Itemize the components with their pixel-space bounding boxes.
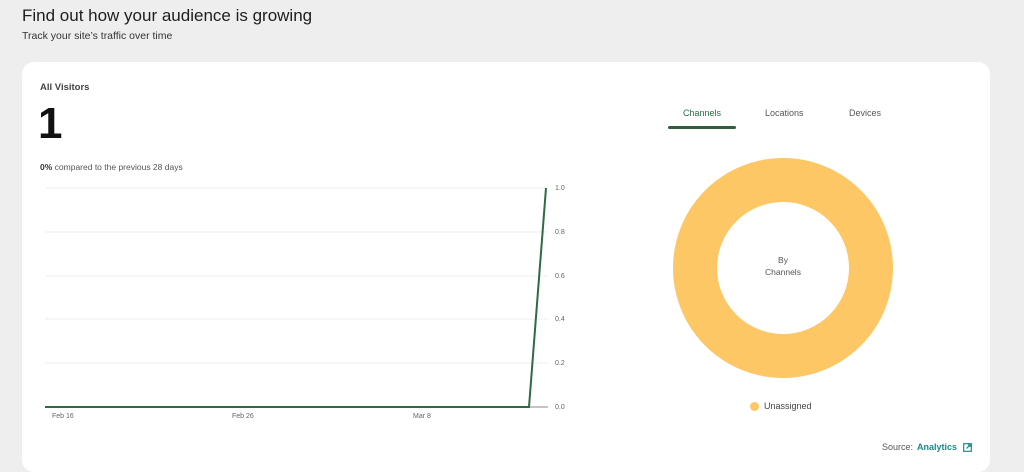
external-link-icon[interactable] xyxy=(963,442,972,452)
change-text: compared to the previous 28 days xyxy=(52,162,183,172)
visitors-count: 1 xyxy=(38,99,63,148)
legend-label: Unassigned xyxy=(764,401,812,411)
analytics-link[interactable]: Analytics xyxy=(916,442,957,452)
visitors-label: All Visitors xyxy=(40,82,90,93)
svg-text:0.0: 0.0 xyxy=(555,404,565,411)
visitors-line-chart[interactable]: 1.0 0.8 0.6 0.4 0.2 0.0 Feb 16 Feb 26 Ma… xyxy=(22,62,622,472)
active-tab-indicator xyxy=(668,126,736,129)
y-axis-labels: 1.0 0.8 0.6 0.4 0.2 0.0 xyxy=(555,185,565,411)
svg-text:1.0: 1.0 xyxy=(555,185,565,192)
tab-channels[interactable]: Channels xyxy=(683,108,722,118)
svg-text:0.2: 0.2 xyxy=(555,360,565,367)
svg-text:0.6: 0.6 xyxy=(555,273,565,280)
donut-legend: Unassigned xyxy=(750,401,812,411)
donut-center-line2: Channels xyxy=(765,267,801,277)
legend-dot-icon xyxy=(750,401,759,411)
svg-text:Feb 26: Feb 26 xyxy=(232,413,254,420)
page-subtitle: Track your site’s traffic over time xyxy=(22,30,173,42)
x-axis-labels: Feb 16 Feb 26 Mar 8 xyxy=(52,413,431,420)
donut-center-line1: By xyxy=(778,255,789,265)
visitors-line xyxy=(45,187,547,408)
donut-segment-unassigned xyxy=(673,158,893,378)
source-attribution: Source: Analytics xyxy=(882,442,972,452)
tab-devices[interactable]: Devices xyxy=(849,108,882,118)
tab-locations[interactable]: Locations xyxy=(765,108,804,118)
grid-lines xyxy=(45,187,548,364)
channels-donut-chart[interactable]: By Channels xyxy=(673,158,893,378)
svg-text:Mar 8: Mar 8 xyxy=(413,413,431,420)
page-title: Find out how your audience is growing xyxy=(22,6,313,25)
svg-text:Feb 16: Feb 16 xyxy=(52,413,74,420)
source-label: Source: xyxy=(881,442,913,452)
change-pct: 0% xyxy=(40,162,53,172)
breakdown-tabs: Channels Locations Devices xyxy=(667,108,907,130)
traffic-card: All Visitors 1 0% compared to the previo… xyxy=(22,62,990,472)
comparison-text: 0% compared to the previous 28 days xyxy=(40,162,183,172)
svg-text:0.4: 0.4 xyxy=(555,316,565,323)
svg-text:0.8: 0.8 xyxy=(555,229,565,236)
